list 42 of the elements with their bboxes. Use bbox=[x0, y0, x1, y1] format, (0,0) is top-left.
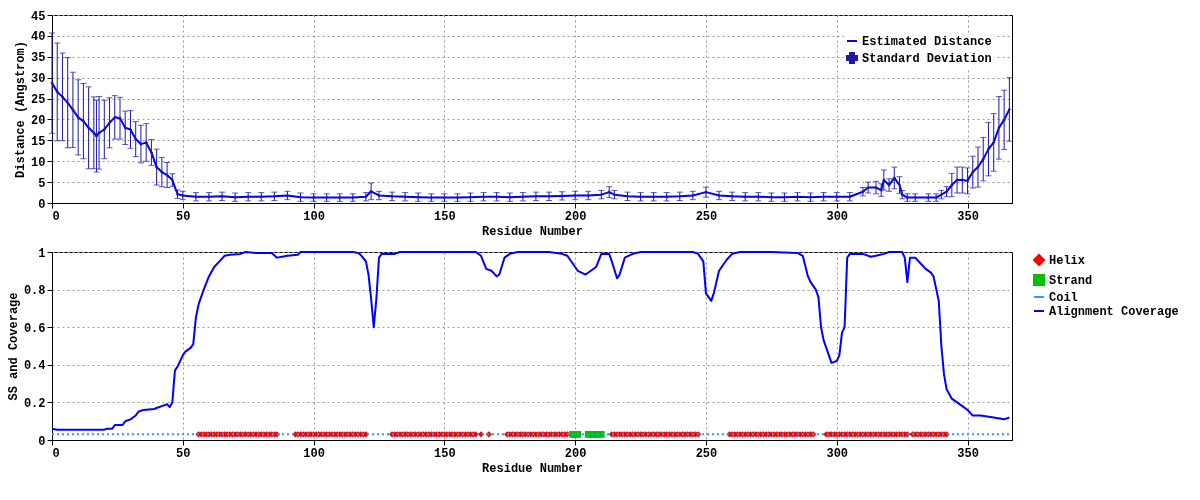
x-tick-label: 200 bbox=[564, 446, 587, 461]
legend-label: Coil bbox=[1049, 291, 1078, 305]
legend-label: Standard Deviation bbox=[862, 52, 992, 66]
y-tick-label: 1 bbox=[38, 246, 46, 261]
x-tick-label: 250 bbox=[695, 446, 718, 461]
x-tick-label: 50 bbox=[176, 446, 191, 461]
y-axis-title: SS and Coverage bbox=[6, 292, 21, 401]
x-tick-label: 50 bbox=[176, 209, 191, 224]
x-tick-label: 100 bbox=[303, 446, 325, 461]
x-tick-label: 150 bbox=[434, 209, 456, 224]
x-tick-label: 300 bbox=[826, 209, 849, 224]
legend-label: Alignment Coverage bbox=[1049, 305, 1179, 319]
y-tick-label: 0.6 bbox=[23, 321, 46, 336]
x-tick-label: 250 bbox=[695, 209, 718, 224]
y-tick-label: 10 bbox=[31, 155, 46, 170]
y-tick-label: 5 bbox=[38, 176, 46, 191]
legend-label: Estimated Distance bbox=[862, 35, 992, 49]
y-tick-label: 25 bbox=[31, 93, 46, 108]
y-tick-label: 0.8 bbox=[23, 284, 46, 299]
y-tick-label: 40 bbox=[31, 30, 46, 45]
x-tick-label: 0 bbox=[52, 209, 60, 224]
y-tick-label: 30 bbox=[31, 72, 46, 87]
y-tick-label: 0 bbox=[38, 197, 46, 212]
x-tick-label: 100 bbox=[303, 209, 325, 224]
x-tick-label: 150 bbox=[434, 446, 456, 461]
x-tick-label: 350 bbox=[957, 446, 979, 461]
y-tick-label: 0 bbox=[38, 434, 46, 449]
y-axis-title: Distance (Angstrom) bbox=[14, 41, 29, 178]
x-axis-title: Residue Number bbox=[482, 224, 583, 239]
legend-label: Strand bbox=[1049, 274, 1093, 288]
x-axis-title: Residue Number bbox=[482, 461, 583, 476]
legend-label: Helix bbox=[1049, 254, 1086, 268]
y-tick-label: 45 bbox=[31, 9, 46, 24]
x-tick-label: 300 bbox=[826, 446, 849, 461]
y-tick-label: 20 bbox=[31, 113, 46, 128]
x-tick-label: 200 bbox=[564, 209, 587, 224]
y-tick-label: 15 bbox=[31, 134, 46, 149]
x-tick-label: 0 bbox=[52, 446, 60, 461]
y-tick-label: 35 bbox=[31, 51, 46, 66]
y-tick-label: 0.2 bbox=[23, 396, 46, 411]
y-tick-label: 0.4 bbox=[23, 359, 46, 374]
x-tick-label: 350 bbox=[957, 209, 979, 224]
